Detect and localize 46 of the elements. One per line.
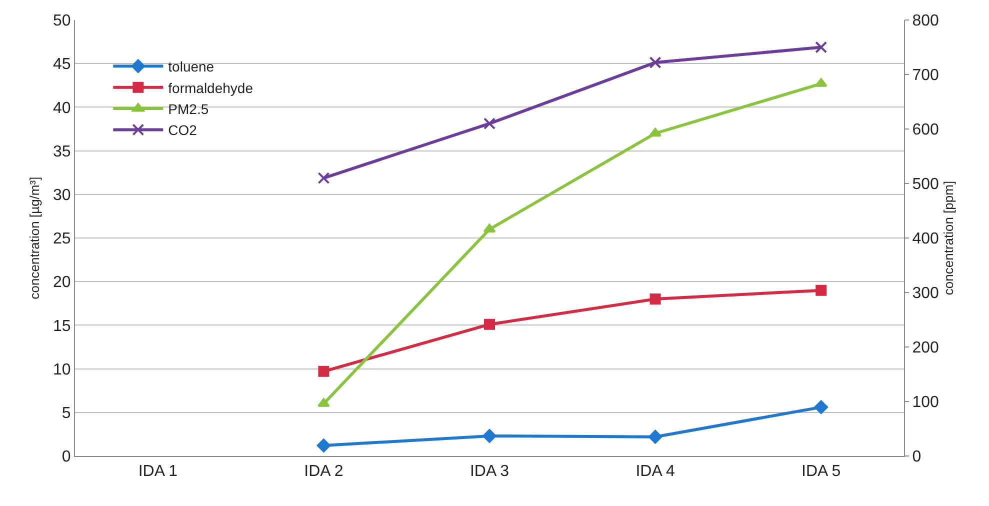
point (649, 128, 662, 137)
point (648, 430, 662, 444)
y-tick-label: 20 (53, 274, 71, 292)
y2-tick-label: 300 (912, 285, 939, 302)
y2-tick-label: 500 (912, 176, 939, 194)
x-tick-label: IDA 1 (138, 463, 178, 480)
y2-tick-label: 0 (912, 448, 922, 466)
y2-tick-label: 100 (912, 394, 939, 412)
y-tick-label: 10 (53, 361, 71, 378)
legend-label: formaldehyde (168, 80, 254, 96)
y-tick-label: 30 (53, 187, 71, 204)
x-tick-label: IDA 3 (470, 463, 510, 480)
legend-label: toluene (168, 58, 214, 75)
legend-label: CO2 (168, 122, 198, 138)
legend-label: PM2.5 (168, 100, 209, 117)
x-tick-label: IDA 5 (802, 463, 841, 480)
y-tick-label: 40 (53, 100, 71, 117)
y-tick-label: 0 (62, 448, 71, 466)
y2-tick-label: 600 (912, 122, 939, 139)
y-tick-label: 50 (53, 12, 71, 30)
y-tick-label: 25 (53, 230, 71, 248)
point (484, 318, 495, 330)
point (483, 224, 496, 233)
point (814, 400, 828, 414)
point (482, 429, 496, 443)
point (484, 118, 496, 130)
point (318, 172, 330, 184)
point (316, 438, 331, 452)
point (650, 294, 661, 305)
x-tick-label: IDA 4 (636, 463, 675, 480)
point (318, 366, 330, 377)
y-tick-label: 35 (53, 143, 71, 160)
point (815, 41, 828, 54)
point (816, 284, 827, 296)
y-tick-label: 5 (62, 405, 71, 422)
y2-axis-title: concentration [ppm] (940, 180, 956, 296)
x-tick-label: IDA 2 (304, 463, 344, 480)
y2-tick-label: 200 (912, 340, 939, 357)
y-axis-title: concentration [µg/m³] (27, 176, 42, 300)
y-tick-label: 45 (53, 56, 71, 74)
point (318, 398, 330, 407)
y2-tick-label: 700 (912, 67, 939, 84)
y2-tick-label: 800 (912, 12, 939, 30)
y-tick-label: 15 (53, 318, 71, 335)
y2-tick-label: 400 (912, 230, 939, 248)
point (649, 56, 662, 69)
